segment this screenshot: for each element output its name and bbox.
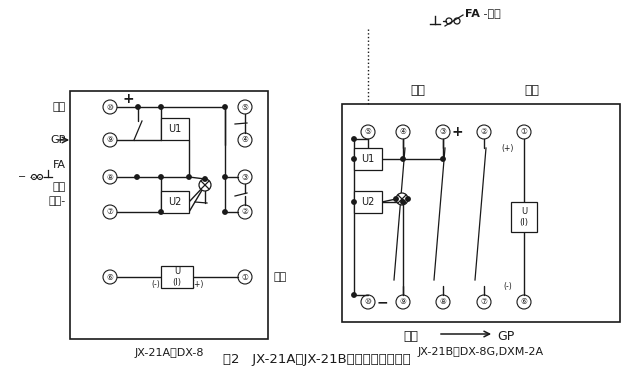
Text: ①: ① (241, 273, 248, 282)
Text: ③: ③ (439, 127, 446, 136)
Bar (354, 148, 382, 170)
Text: ⑤: ⑤ (241, 103, 248, 112)
Text: ⑨: ⑨ (107, 135, 114, 144)
Circle shape (406, 197, 410, 201)
Text: U2: U2 (361, 197, 375, 207)
Circle shape (159, 175, 163, 179)
Text: U1: U1 (168, 124, 182, 134)
Text: 电源-: 电源- (49, 196, 66, 206)
Bar (354, 191, 382, 213)
Text: ②: ② (481, 127, 488, 136)
Text: ⑤: ⑤ (364, 127, 371, 136)
Circle shape (401, 200, 405, 204)
Text: U2: U2 (168, 197, 182, 207)
Text: ⑨: ⑨ (399, 297, 406, 307)
Circle shape (159, 210, 163, 214)
Bar (161, 266, 193, 288)
Text: 图2   JX-21A、JX-21B接线图（正视图）: 图2 JX-21A、JX-21B接线图（正视图） (223, 352, 411, 365)
Text: -复归: -复归 (480, 9, 501, 19)
Bar (342, 104, 620, 322)
Circle shape (352, 137, 356, 141)
Text: ⑦: ⑦ (481, 297, 488, 307)
Text: JX-21B代DX-8G,DXM-2A: JX-21B代DX-8G,DXM-2A (418, 347, 544, 357)
Text: ⑥: ⑥ (521, 297, 528, 307)
Text: ⑦: ⑦ (107, 207, 114, 216)
Text: GP: GP (497, 329, 514, 342)
Text: (-): (-) (152, 280, 161, 290)
Circle shape (401, 157, 405, 161)
Circle shape (352, 200, 356, 204)
Text: ④: ④ (241, 135, 248, 144)
Text: (-): (-) (504, 282, 512, 291)
Circle shape (396, 193, 408, 205)
Text: ②: ② (241, 207, 248, 216)
Text: ⑧: ⑧ (439, 297, 446, 307)
Text: 启动: 启动 (525, 83, 540, 97)
Bar (161, 118, 189, 140)
Bar (511, 202, 537, 232)
Text: U1: U1 (361, 154, 375, 164)
Circle shape (352, 157, 356, 161)
Circle shape (187, 175, 191, 179)
Bar (70, 91, 268, 339)
Text: ⑩: ⑩ (364, 297, 371, 307)
Text: (+): (+) (192, 280, 204, 290)
Circle shape (159, 105, 163, 109)
Text: ⑥: ⑥ (107, 273, 114, 282)
Circle shape (203, 177, 207, 181)
Text: −: − (376, 295, 388, 309)
Text: JX-21A代DX-8: JX-21A代DX-8 (134, 348, 204, 358)
Text: (+): (+) (502, 144, 514, 153)
Text: FA: FA (53, 160, 66, 170)
Circle shape (135, 175, 139, 179)
Text: GP: GP (51, 135, 66, 145)
Text: 复归: 复归 (53, 182, 66, 192)
Text: 电源: 电源 (403, 329, 418, 342)
Circle shape (352, 293, 356, 297)
Bar (161, 191, 189, 213)
Text: ⑩: ⑩ (107, 103, 114, 112)
Text: ⑧: ⑧ (107, 173, 114, 181)
Circle shape (394, 197, 398, 201)
Text: 电源: 电源 (410, 83, 425, 97)
Circle shape (199, 179, 211, 191)
Text: U
(I): U (I) (519, 207, 528, 227)
Text: 启动: 启动 (273, 272, 286, 282)
Text: U
(I): U (I) (173, 267, 182, 287)
Text: FA: FA (465, 9, 480, 19)
Text: +: + (122, 92, 134, 106)
Circle shape (136, 105, 140, 109)
Text: −: − (18, 172, 26, 182)
Text: ③: ③ (241, 173, 248, 181)
Text: 电源: 电源 (53, 102, 66, 112)
Text: ①: ① (521, 127, 528, 136)
Circle shape (223, 210, 227, 214)
Circle shape (223, 105, 227, 109)
Text: +: + (451, 125, 463, 139)
Text: ④: ④ (399, 127, 406, 136)
Circle shape (223, 175, 227, 179)
Circle shape (441, 157, 445, 161)
